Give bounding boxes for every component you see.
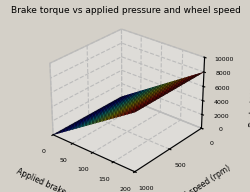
Y-axis label: Wheel speed (rpm): Wheel speed (rpm) <box>166 163 232 192</box>
X-axis label: Applied brake pressure (bar): Applied brake pressure (bar) <box>15 166 118 192</box>
Title: Brake torque vs applied pressure and wheel speed: Brake torque vs applied pressure and whe… <box>10 6 239 15</box>
